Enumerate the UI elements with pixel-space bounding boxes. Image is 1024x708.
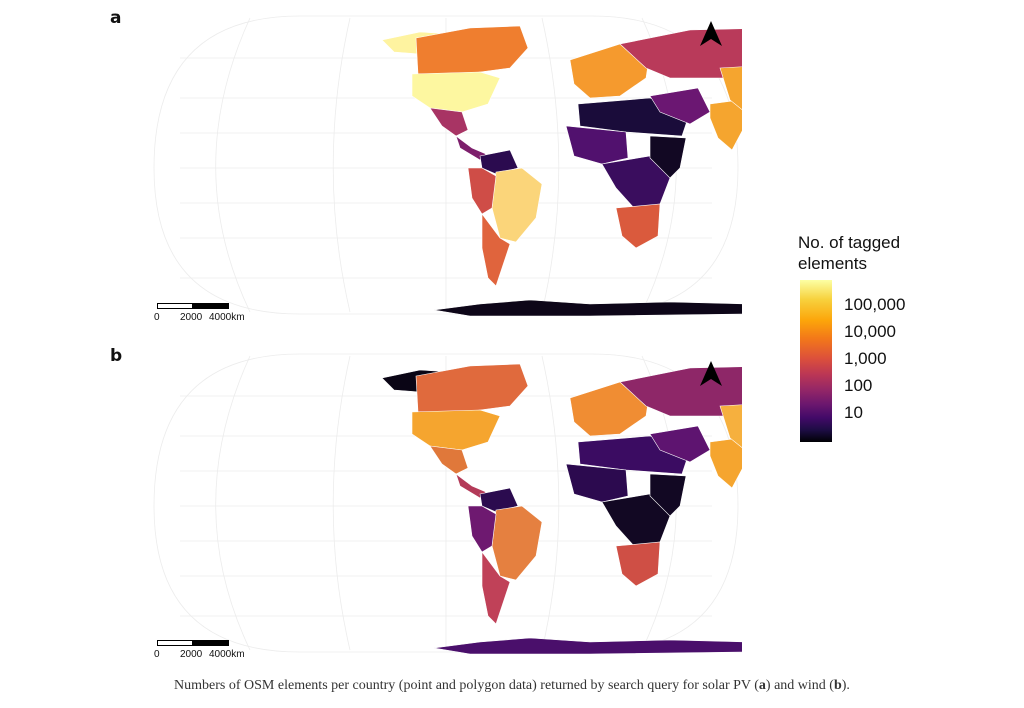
meridian-line [541,355,560,651]
scale-bar-a: 0 2000 4000km [153,303,263,329]
caption-ref-a: a [758,678,766,693]
scale-segment-white [157,640,193,646]
scale-bar-b: 0 2000 4000km [153,640,263,666]
wind-region-argentina-chile [481,551,511,625]
scale-tick-0: 0 [154,312,160,323]
wind-region-east-africa [649,473,687,517]
meridian-line [332,17,351,313]
solar-region-south-america-west [467,167,497,215]
scale-tick-4000km: 4000km [209,312,245,323]
wind-world-map [150,346,742,656]
scale-tick-2000: 2000 [180,649,203,660]
wind-region-brazil [491,505,543,581]
wind-region-south-america-west [467,505,497,553]
meridian-line [541,17,560,313]
scale-segment-white [157,303,193,309]
wind-region-west-africa [565,463,629,503]
scale-tick-2000: 2000 [180,312,203,323]
legend-tick-100: 100 [844,376,873,395]
solar-region-china [719,66,742,110]
meridian-line [332,355,351,651]
panel-label-b: b [110,346,123,366]
scale-segment-black [192,640,229,646]
solar-region-west-africa [565,125,629,165]
wind-region-china [719,404,742,448]
solar-region-mexico [429,107,469,137]
panel-label-a: a [110,8,122,28]
solar-region-antarctica [433,299,742,317]
wind-map-svg [153,353,742,655]
solar-map-svg [153,15,742,317]
caption-ref-b: b [833,678,842,693]
solar-region-north-america [411,71,501,113]
solar-region-east-africa [649,135,687,179]
solar-region-southern-africa [615,203,661,249]
legend-tick-1000: 1,000 [844,349,887,368]
meridian-line [215,17,251,313]
scale-tick-4000km: 4000km [209,649,245,660]
legend-tick-100000: 100,000 [844,295,906,314]
meridian-line [215,355,251,651]
wind-region-antarctica [433,637,742,655]
legend-title: No. of tagged elements [798,233,901,273]
wind-region-middle-east [649,425,711,463]
legend-tick-10: 10 [844,403,863,422]
north-arrow-icon [700,361,722,386]
legend-color-ramp [800,280,832,442]
wind-region-north-america [411,409,501,451]
scale-segment-black [192,303,229,309]
color-legend: No. of tagged elements 100,000 10,000 1,… [798,232,958,452]
solar-region-argentina-chile [481,213,511,287]
wind-region-mexico [429,445,469,475]
figure-caption: Numbers of OSM elements per country (poi… [174,678,850,693]
solar-region-brazil [491,167,543,243]
solar-region-russia [619,28,742,79]
wind-region-southern-africa [615,541,661,587]
legend-tick-10000: 10,000 [844,322,896,341]
scale-tick-0: 0 [154,649,160,660]
solar-pv-world-map [150,8,742,318]
solar-region-middle-east [649,87,711,125]
north-arrow-icon [700,21,722,46]
